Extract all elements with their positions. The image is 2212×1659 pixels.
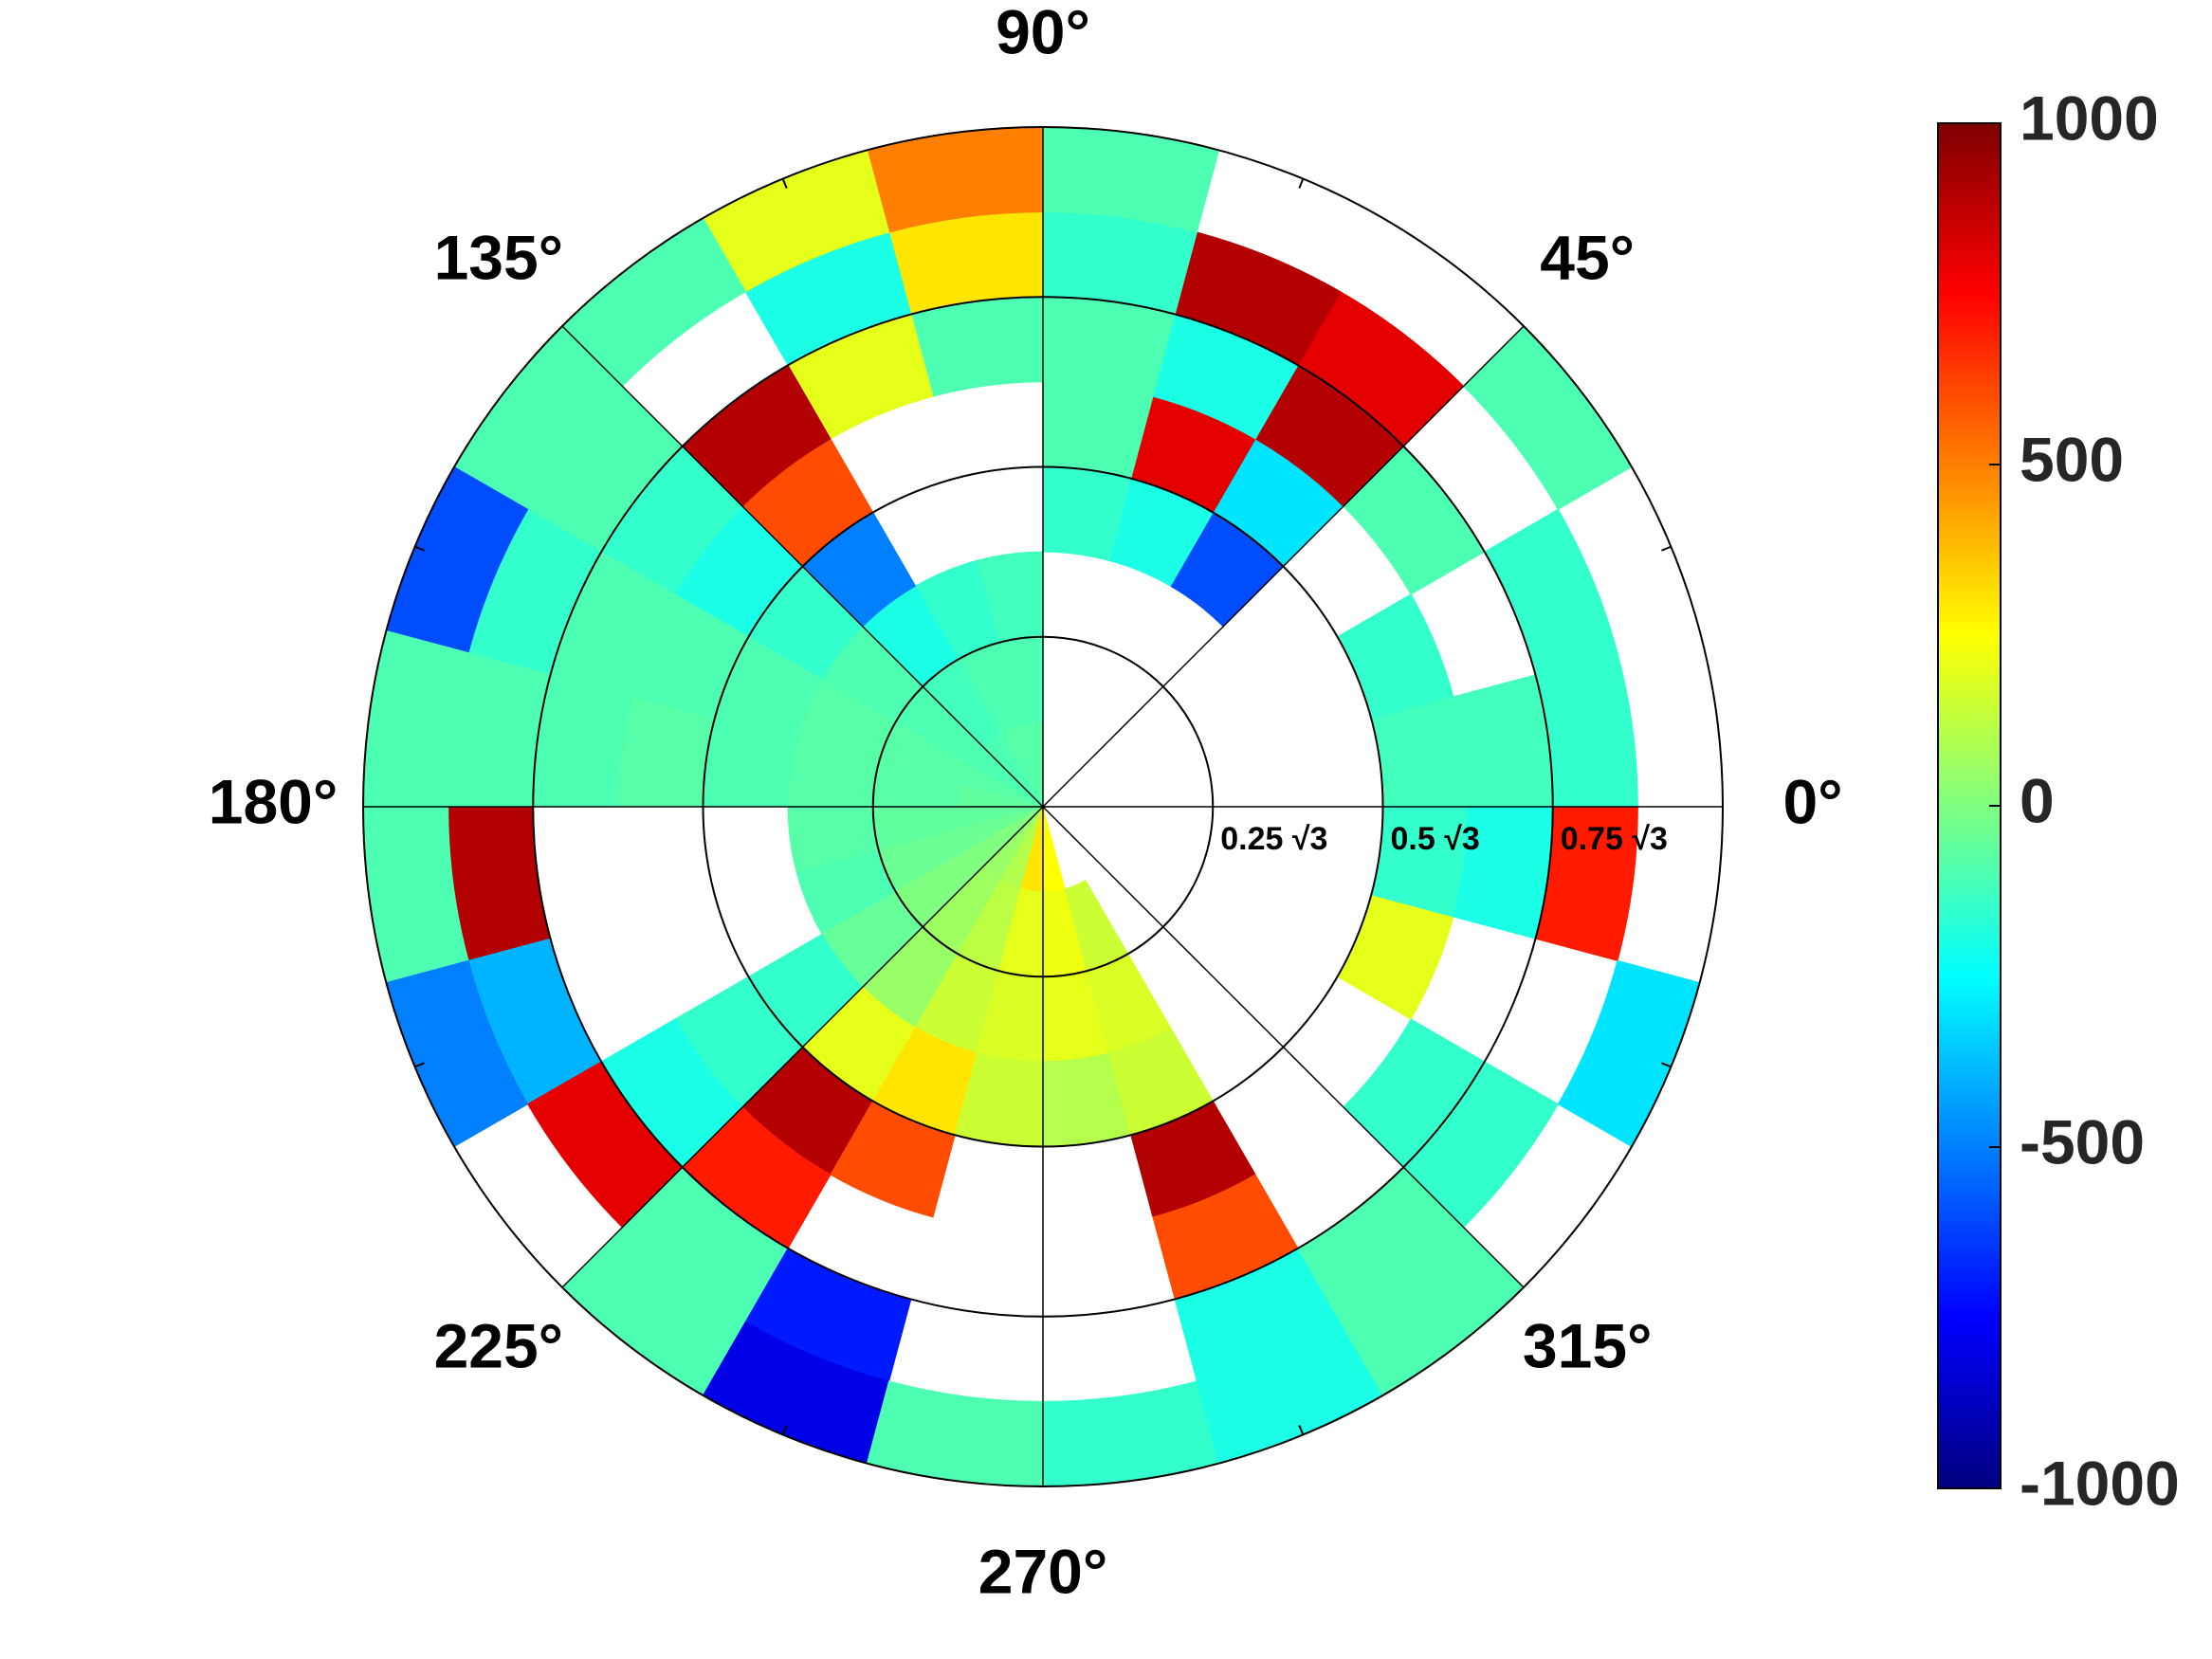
heatmap-cell (532, 674, 633, 808)
heatmap-cell (1042, 296, 1176, 397)
theta-tick-label: 135° (434, 222, 564, 292)
theta-minor-tick (414, 545, 425, 552)
colorbar-tick-label: -1000 (2020, 1448, 2180, 1518)
colorbar-tick-label: 1000 (2020, 82, 2159, 153)
theta-tick-label: 0° (1782, 766, 1842, 836)
theta-minor-tick (1661, 545, 1672, 552)
r-tick-label: 0.25 √3 (1220, 821, 1327, 857)
theta-tick-label: 270° (978, 1536, 1108, 1606)
heatmap-cell (1336, 894, 1454, 1020)
heatmap-cell (1557, 959, 1701, 1148)
heatmap-cell (1453, 674, 1554, 808)
heatmap-cell (1042, 806, 1066, 893)
theta-grid-line (1042, 806, 1525, 1288)
theta-grid-line (561, 806, 1044, 1288)
theta-minor-tick (1298, 1425, 1305, 1435)
theta-minor-tick (1661, 1062, 1672, 1068)
colorbar-tick-label: 0 (2020, 765, 2055, 835)
r-tick-label: 0.75 √3 (1561, 821, 1668, 857)
theta-tick-label: 225° (434, 1311, 564, 1381)
theta-minor-tick (1298, 178, 1305, 189)
heatmap-cell (1336, 593, 1454, 720)
theta-minor-tick (414, 1062, 425, 1068)
heatmap (362, 126, 1701, 1487)
theta-grid-line (1042, 325, 1525, 808)
theta-tick-label: 45° (1540, 222, 1635, 292)
heatmap-cell (1462, 325, 1633, 510)
labels: 0.25 √3 0.5 √3 0.75 √3 0° 45° 90° 135° 180° 225°… (209, 0, 1843, 1606)
theta-tick-label: 90° (996, 0, 1090, 66)
heatmap-cell (448, 806, 552, 961)
theta-tick-label: 315° (1523, 1311, 1653, 1381)
colorbar-ticks: -1000 -500 0 500 1000 (1989, 82, 2180, 1518)
theta-minor-tick (781, 1425, 788, 1435)
colorbar-tick-label: -500 (2020, 1106, 2145, 1176)
r-tick-label: 0.5 √3 (1391, 821, 1480, 857)
heatmap-cell (910, 296, 1044, 397)
polar-axes (362, 126, 1724, 1487)
colorbar-tick-label: 500 (2020, 424, 2124, 494)
theta-grid-line (561, 325, 1044, 808)
theta-tick-label: 180° (209, 766, 338, 836)
theta-minor-tick (781, 178, 788, 189)
